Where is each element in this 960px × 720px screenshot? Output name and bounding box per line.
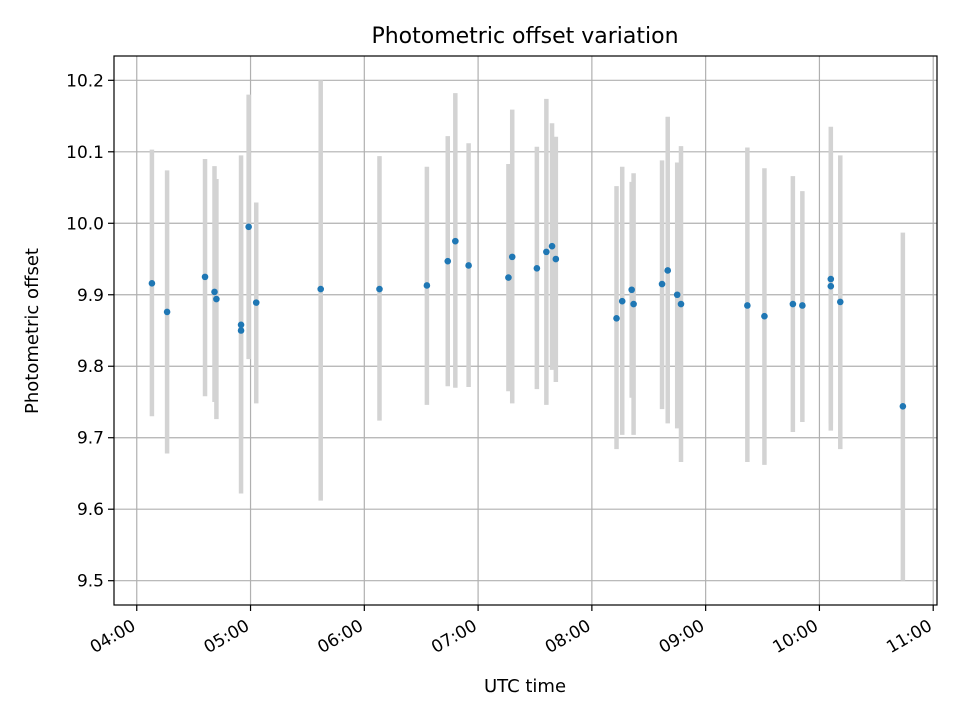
data-point	[618, 297, 626, 305]
data-point	[148, 280, 156, 287]
data-point	[827, 275, 835, 283]
x-axis-label: UTC time	[484, 676, 566, 697]
y-tick-label: 9.9	[77, 286, 104, 306]
data-point	[630, 300, 637, 308]
data-point	[543, 248, 550, 256]
data-point	[237, 321, 245, 329]
data-point	[664, 267, 672, 274]
data-point	[533, 265, 541, 272]
y-tick-label: 10.0	[66, 214, 104, 234]
y-axis-label: Photometric offset	[22, 248, 43, 414]
y-tick-label: 10.2	[66, 71, 104, 91]
data-points	[148, 223, 907, 410]
data-point	[452, 237, 459, 245]
data-point	[211, 288, 218, 296]
data-point	[317, 285, 324, 293]
chart-title: Photometric offset variation	[371, 24, 678, 49]
data-point	[658, 280, 666, 288]
data-point	[245, 223, 252, 231]
data-point	[465, 262, 472, 269]
data-point	[505, 274, 512, 281]
y-tick-label: 9.5	[77, 572, 104, 592]
data-point	[508, 253, 516, 261]
data-point	[677, 300, 685, 308]
data-point	[761, 312, 768, 320]
data-point	[376, 285, 383, 293]
data-point	[799, 302, 806, 309]
plot-frame	[113, 55, 938, 606]
y-tick-label: 9.7	[77, 429, 104, 449]
y-tick-label: 9.8	[77, 357, 104, 377]
data-point	[836, 298, 844, 306]
data-point	[213, 295, 220, 303]
data-point	[201, 273, 209, 281]
grid-lines	[114, 56, 937, 605]
data-point	[628, 286, 635, 294]
y-axis-ticks: 9.5 9.6 9.7 9.8 9.9 10.0 10.1 10.2	[66, 71, 114, 592]
data-point	[548, 242, 556, 250]
data-point	[163, 308, 171, 316]
data-point	[444, 257, 452, 265]
data-point	[552, 255, 560, 263]
data-point	[899, 402, 907, 410]
y-tick-label: 10.1	[66, 143, 104, 163]
y-tick-label: 9.6	[77, 500, 104, 520]
data-point	[252, 299, 260, 306]
data-point	[789, 300, 797, 308]
data-point	[744, 302, 751, 309]
data-point	[673, 291, 681, 299]
data-point	[237, 327, 245, 334]
data-point	[613, 315, 620, 322]
data-point	[827, 282, 835, 290]
data-point	[423, 282, 431, 289]
